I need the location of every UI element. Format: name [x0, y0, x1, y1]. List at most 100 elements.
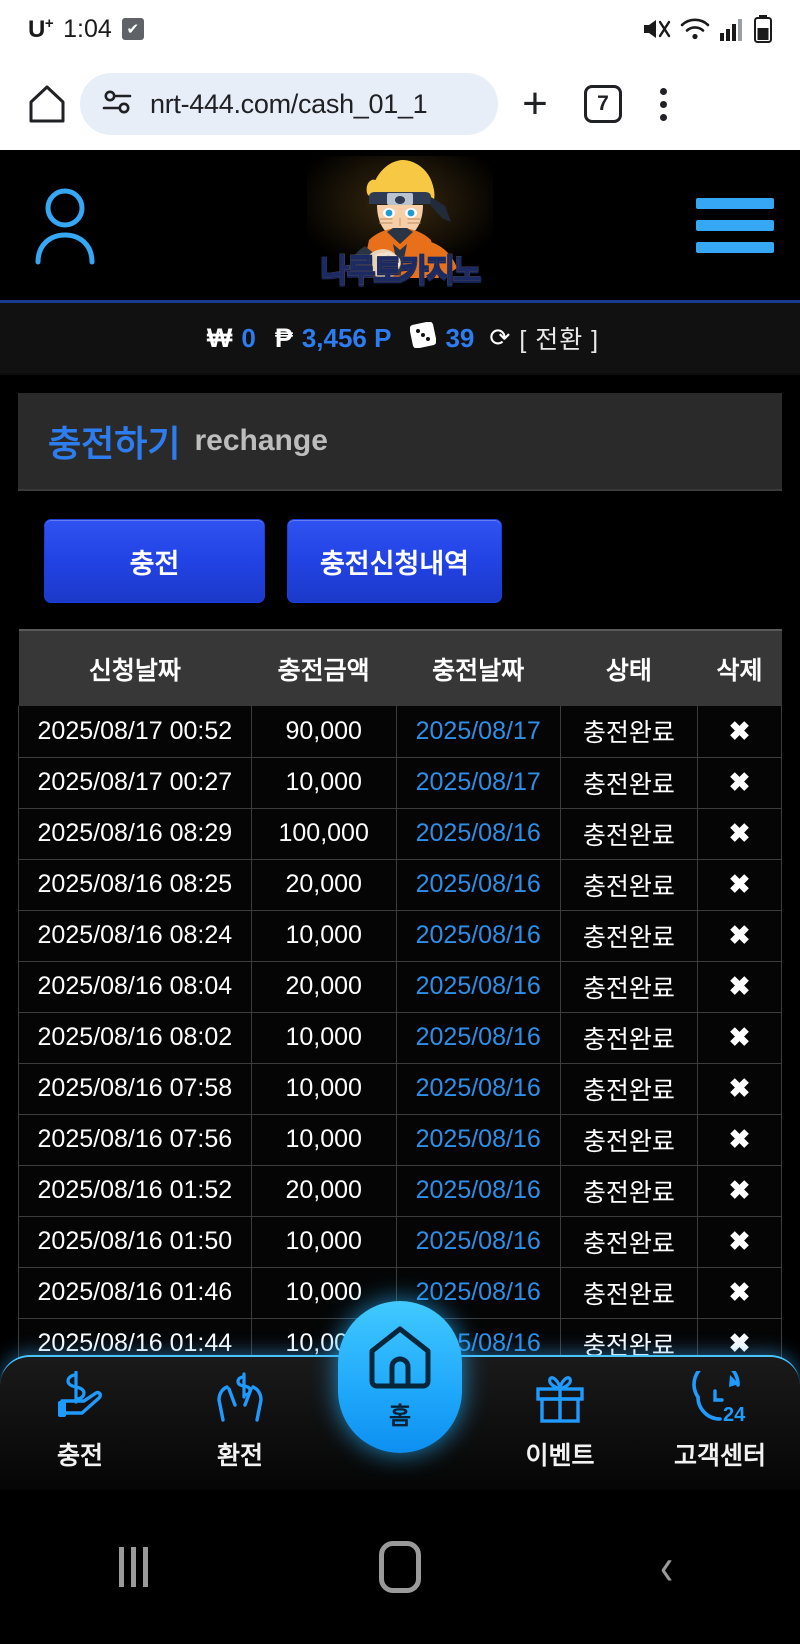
tab-count-badge: 7: [584, 85, 622, 123]
recharge-history-table: 신청날짜 충전금액 충전날짜 상태 삭제 2025/08/17 00:52 90,…: [18, 629, 782, 1421]
cell-request-date: 2025/08/17 00:52: [18, 706, 252, 758]
table-row: 2025/08/17 00:52 90,000 2025/08/17 충전완료 ✖: [18, 706, 782, 758]
balance-bar: ₩ 0 ₱ 3,456 P 39 ⟳ [ 전환 ]: [0, 303, 800, 375]
delete-row-button[interactable]: ✖: [697, 910, 782, 962]
cell-amount: 20,000: [251, 859, 397, 911]
table-row: 2025/08/16 08:02 10,000 2025/08/16 충전완료 ✖: [18, 1012, 782, 1064]
hamburger-menu-icon[interactable]: [670, 197, 800, 253]
bottomnav-exchange[interactable]: 환전: [160, 1357, 320, 1472]
page-body: 충전하기 rechange 충전 충전신청내역: [0, 375, 800, 629]
more-vertical-icon[interactable]: [640, 73, 686, 135]
delete-row-button[interactable]: ✖: [697, 757, 782, 809]
table-row: 2025/08/16 08:25 20,000 2025/08/16 충전완료 ✖: [18, 859, 782, 911]
delete-row-button[interactable]: ✖: [697, 1267, 782, 1319]
bottomnav-support-label: 고객센터: [673, 1442, 766, 1470]
delete-row-button[interactable]: ✖: [697, 1063, 782, 1115]
cell-request-date: 2025/08/16 08:04: [18, 961, 252, 1013]
coin-balance: 39: [409, 321, 474, 355]
delete-row-button[interactable]: ✖: [697, 1114, 782, 1166]
bottomnav-event[interactable]: 이벤트: [480, 1357, 640, 1472]
svg-text:24: 24: [723, 1404, 746, 1425]
cell-amount: 10,000: [251, 1063, 397, 1115]
url-text[interactable]: nrt-444.com/cash_01_1: [150, 88, 428, 119]
cell-amount: 10,000: [251, 1216, 397, 1268]
signal-icon: [719, 16, 745, 42]
col-delete: 삭제: [697, 629, 782, 706]
cell-status: 충전완료: [560, 961, 699, 1013]
new-tab-button[interactable]: +: [522, 79, 548, 128]
cell-status: 충전완료: [560, 1216, 699, 1268]
cell-status: 충전완료: [560, 1012, 699, 1064]
page-info-icon[interactable]: [102, 87, 136, 122]
table-row: 2025/08/16 08:04 20,000 2025/08/16 충전완료 ✖: [18, 961, 782, 1013]
cell-charge-date: 2025/08/16: [396, 1012, 561, 1064]
refresh-icon[interactable]: ⟳: [489, 324, 511, 352]
cell-amount: 10,000: [251, 1114, 397, 1166]
cell-status: 충전완료: [560, 706, 699, 758]
browser-toolbar: nrt-444.com/cash_01_1 + 7: [0, 58, 800, 150]
cell-request-date: 2025/08/16 08:25: [18, 859, 252, 911]
cell-amount: 10,000: [251, 1012, 397, 1064]
recharge-history-tab-button[interactable]: 충전신청내역: [287, 519, 502, 603]
site-logo[interactable]: 나루토카지노: [295, 150, 505, 300]
bottomnav-recharge[interactable]: 충전: [0, 1357, 160, 1472]
delete-row-button[interactable]: ✖: [697, 859, 782, 911]
clock-label: 1:04: [63, 14, 112, 43]
table-row: 2025/08/16 07:56 10,000 2025/08/16 충전완료 ✖: [18, 1114, 782, 1166]
bottomnav-support[interactable]: 24 고객센터: [640, 1357, 800, 1472]
col-status: 상태: [560, 629, 698, 706]
cell-status: 충전완료: [560, 1267, 699, 1319]
section-title-bar: 충전하기 rechange: [18, 393, 782, 491]
cell-charge-date: 2025/08/16: [396, 1114, 561, 1166]
delete-row-button[interactable]: ✖: [697, 808, 782, 860]
delete-row-button[interactable]: ✖: [697, 1216, 782, 1268]
dice-icon: [409, 321, 437, 355]
cell-request-date: 2025/08/16 01:50: [18, 1216, 252, 1268]
address-bar[interactable]: nrt-444.com/cash_01_1: [80, 73, 498, 135]
col-charge-date: 충전날짜: [396, 629, 561, 706]
checkmark-icon: ✔: [121, 18, 144, 40]
support-24-icon: 24: [692, 1360, 748, 1430]
carrier-label: U+: [28, 14, 54, 43]
cell-status: 충전완료: [560, 910, 699, 962]
recharge-tab-button[interactable]: 충전: [44, 519, 265, 603]
cell-request-date: 2025/08/16 08:29: [18, 808, 252, 860]
table-row: 2025/08/16 01:46 10,000 2025/08/16 충전완료 ✖: [18, 1267, 782, 1319]
recent-apps-icon[interactable]: [73, 1527, 193, 1607]
bottom-navigation: 충전 환전 홈 이벤트 24 고객센터: [0, 1301, 800, 1490]
table-row: 2025/08/16 01:52 20,000 2025/08/16 충전완료 ✖: [18, 1165, 782, 1217]
cell-amount: 20,000: [251, 1165, 397, 1217]
home-bubble[interactable]: 홈: [338, 1301, 462, 1453]
back-button-icon[interactable]: ‹: [660, 1538, 674, 1596]
table-body: 2025/08/17 00:52 90,000 2025/08/17 충전완료 ✖ 202…: [18, 706, 782, 1421]
cell-status: 충전완료: [560, 1165, 699, 1217]
col-amount: 충전금액: [251, 629, 397, 706]
delete-row-button[interactable]: ✖: [697, 1165, 782, 1217]
cell-charge-date: 2025/08/16: [396, 961, 561, 1013]
delete-row-button[interactable]: ✖: [697, 706, 782, 758]
convert-link[interactable]: [ 전환 ]: [519, 326, 600, 354]
bottomnav-recharge-label: 충전: [56, 1442, 103, 1470]
cell-charge-date: 2025/08/16: [396, 1063, 561, 1115]
won-symbol-icon: ₩: [206, 322, 233, 353]
gift-icon: [533, 1371, 587, 1430]
header-divider: [0, 300, 800, 303]
home-button-icon[interactable]: [340, 1527, 460, 1607]
delete-row-button[interactable]: ✖: [697, 961, 782, 1013]
tab-switcher-button[interactable]: 7: [572, 73, 634, 135]
browser-home-button[interactable]: [20, 77, 74, 131]
cell-request-date: 2025/08/17 00:27: [18, 757, 252, 809]
bottomnav-home[interactable]: 홈: [320, 1301, 480, 1453]
wifi-icon: [680, 16, 710, 42]
cell-status: 충전완료: [560, 859, 699, 911]
cell-amount: 90,000: [251, 706, 397, 758]
won-balance: ₩ 0: [207, 323, 256, 354]
home-icon: [366, 1323, 434, 1394]
cell-status: 충전완료: [560, 808, 699, 860]
cell-amount: 10,000: [251, 910, 397, 962]
delete-row-button[interactable]: ✖: [697, 1012, 782, 1064]
bottomnav-home-label: 홈: [388, 1403, 412, 1430]
user-avatar-icon[interactable]: [0, 184, 130, 266]
cell-charge-date: 2025/08/16: [396, 808, 561, 860]
cell-request-date: 2025/08/16 01:52: [18, 1165, 252, 1217]
